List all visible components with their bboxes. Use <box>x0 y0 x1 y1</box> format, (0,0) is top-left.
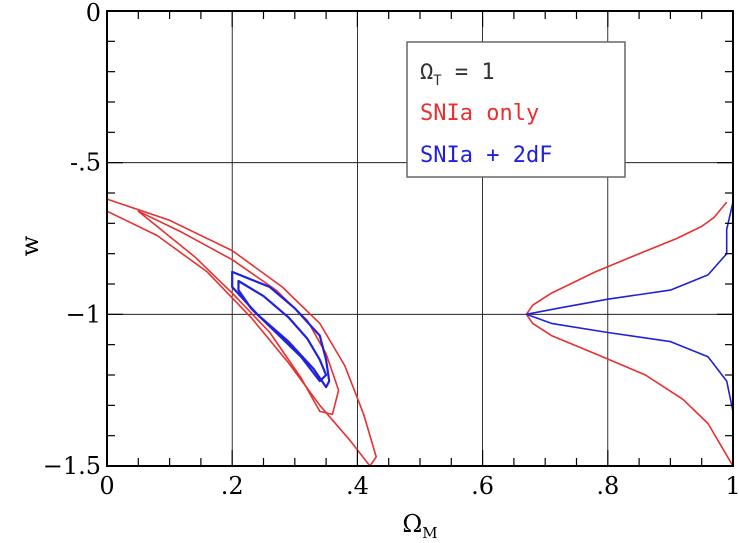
x-tick-label: 0 <box>99 472 114 500</box>
y-tick-label: −1.5 <box>43 452 101 480</box>
contour-line <box>231 270 331 389</box>
y-tick-label: −1 <box>66 300 101 328</box>
series-layer <box>106 198 734 467</box>
series-snia-only <box>106 198 734 467</box>
axis-ticks <box>106 10 734 467</box>
tick-labels: 0 .2 .4 .6 .8 1 0 -.5 −1 −1.5 <box>43 0 739 500</box>
x-tick-label: .4 <box>346 472 369 500</box>
legend-entry-omega-t: ΩT = 1 <box>420 60 495 89</box>
legend: ΩT = 1 SNIa only SNIa + 2dF <box>406 41 626 178</box>
y-tick-label: 0 <box>86 0 101 27</box>
x-tick-label: 1 <box>725 472 739 500</box>
legend-entry-snia-only: SNIa only <box>420 101 539 126</box>
legend-box <box>406 41 626 178</box>
y-tick-label: -.5 <box>70 149 101 177</box>
legend-entry-snia-2df: SNIa + 2dF <box>420 143 552 168</box>
x-tick-label: .8 <box>596 472 619 500</box>
contour-line <box>106 198 377 467</box>
x-tick-label: .2 <box>221 472 244 500</box>
x-axis-label: ΩM <box>402 510 437 542</box>
contour-line <box>137 210 340 416</box>
marginal-curve <box>525 201 734 466</box>
marginal-curve <box>525 201 734 467</box>
x-tick-label: .6 <box>471 472 494 500</box>
y-axis-label: w <box>16 235 44 256</box>
series-snia-2df <box>231 201 734 466</box>
